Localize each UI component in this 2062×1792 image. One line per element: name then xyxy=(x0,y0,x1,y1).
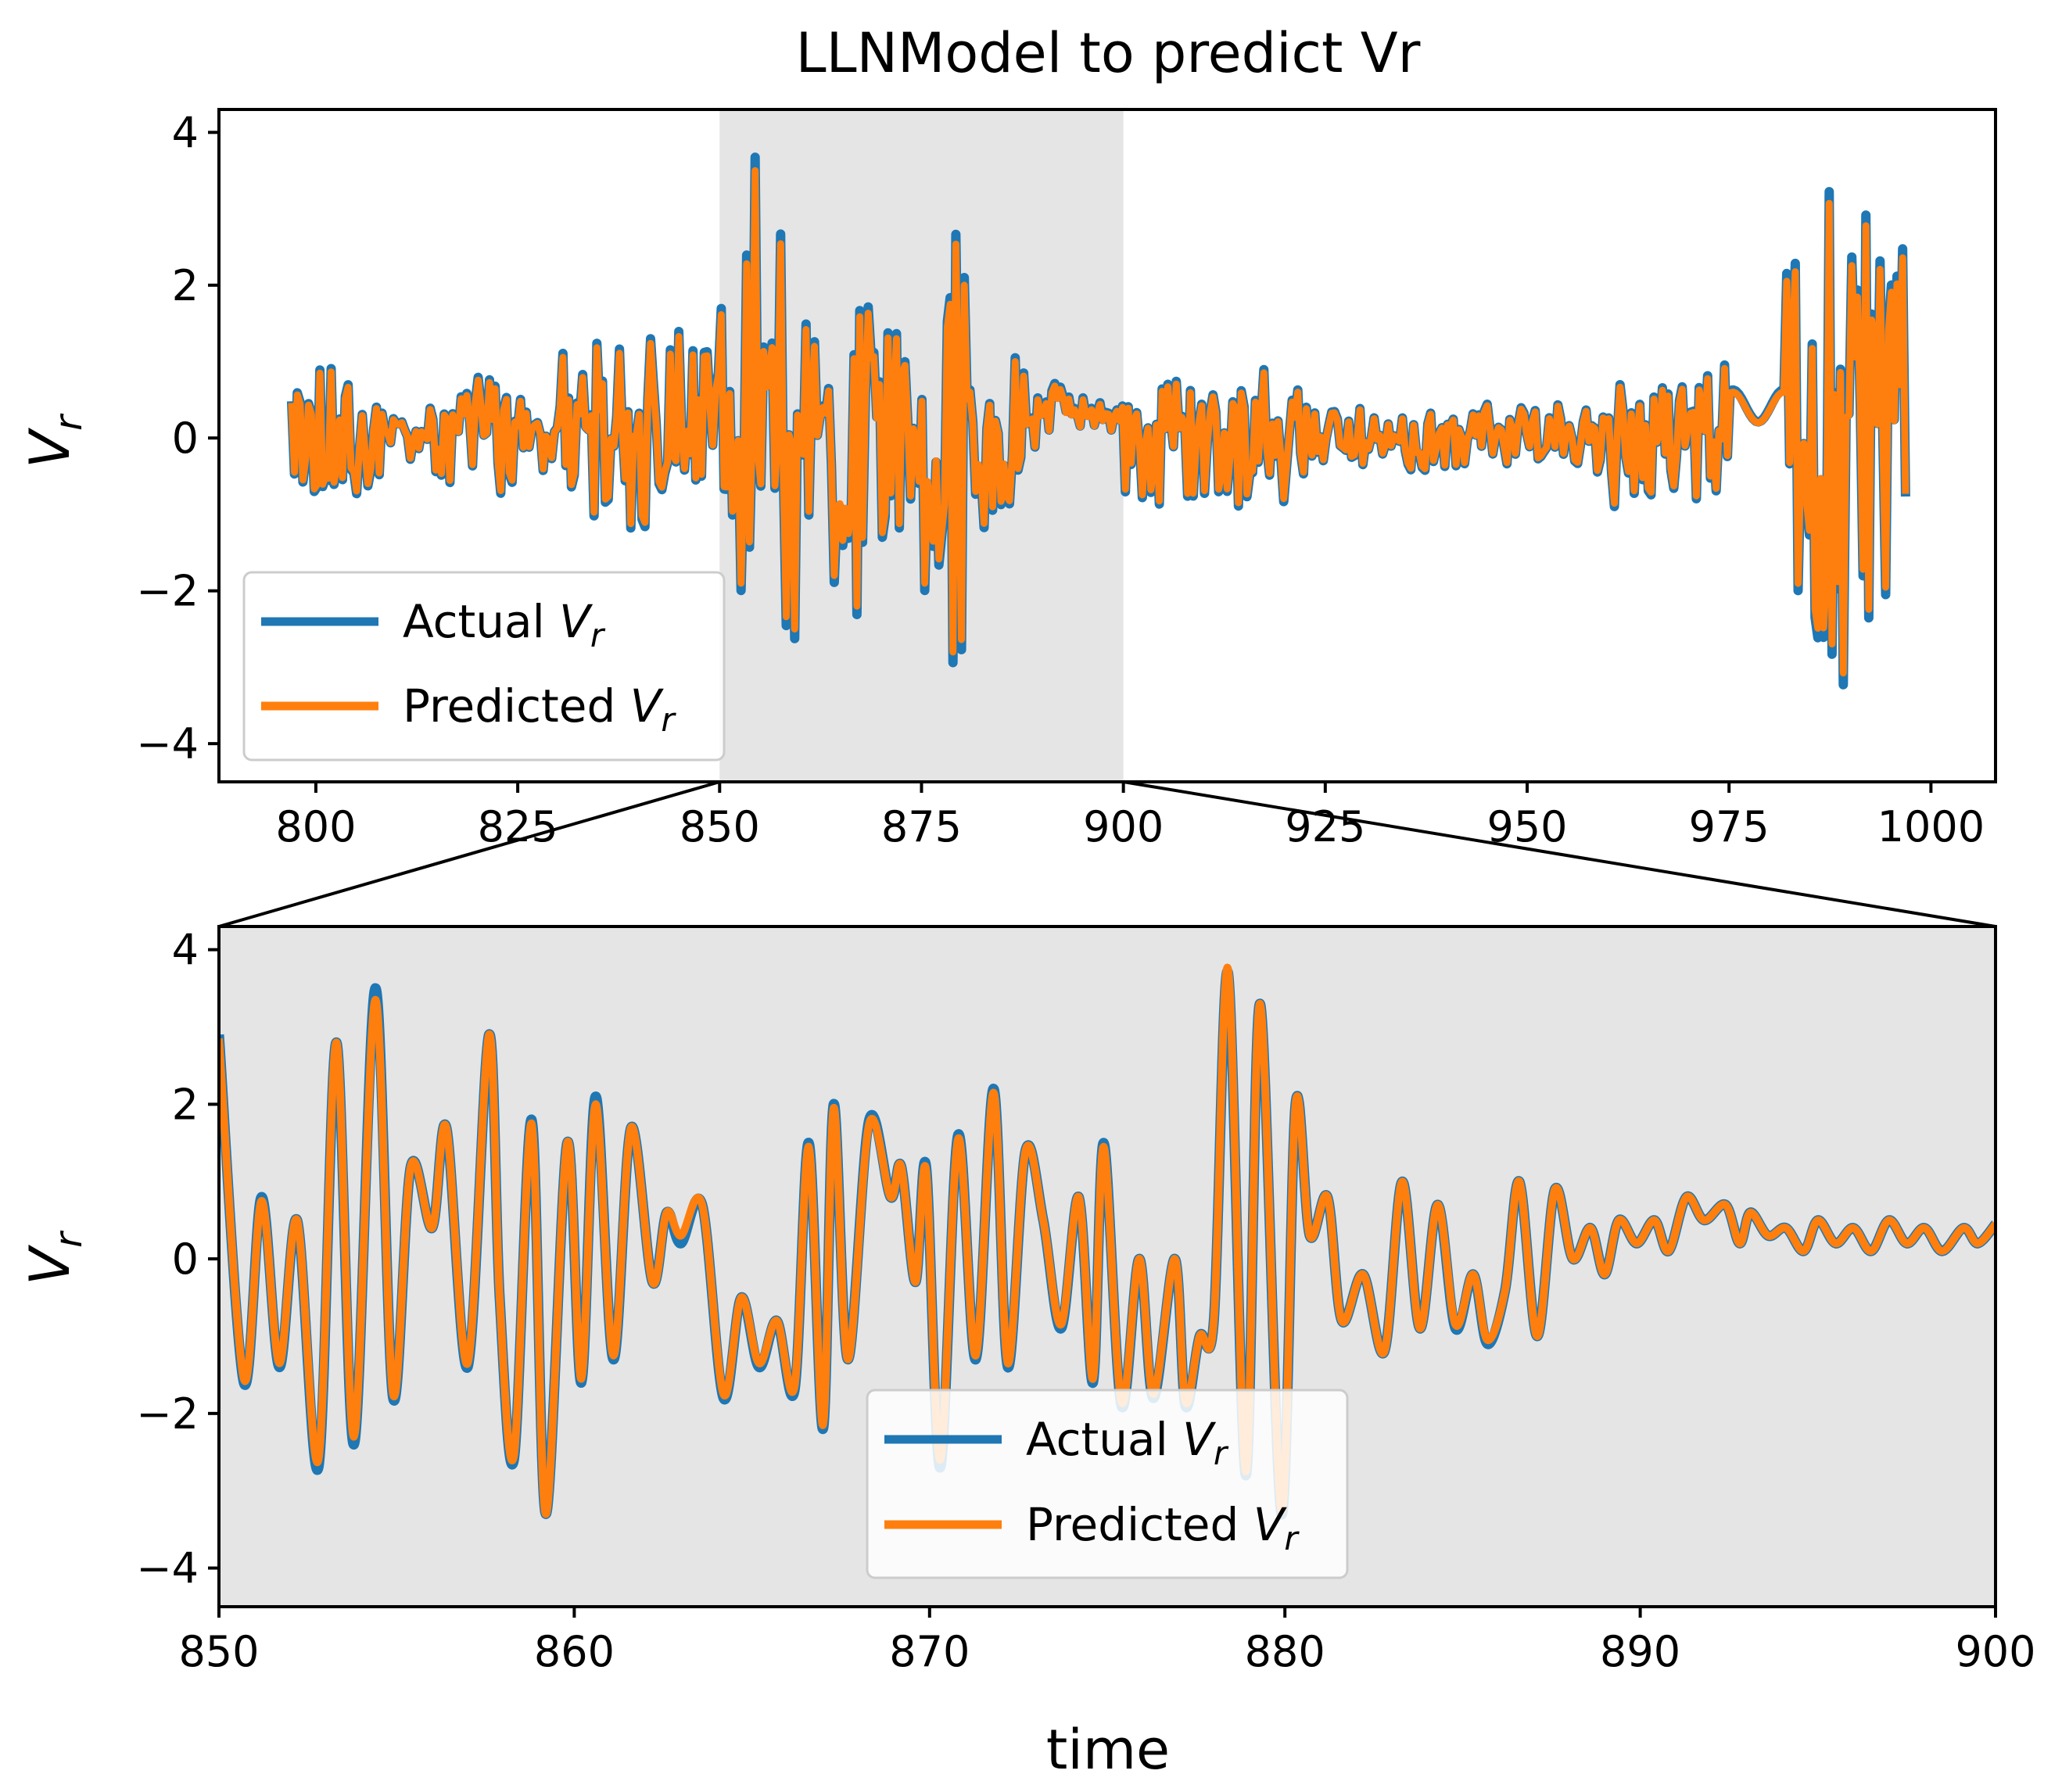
top-y-ticks: −4 −2 0 2 4 xyxy=(136,108,219,769)
top-x-tick-label: 875 xyxy=(881,802,962,851)
zoom-connector-right xyxy=(1123,780,1996,928)
top-y-tick-label: 0 xyxy=(172,414,199,463)
top-axes-frame xyxy=(217,108,1997,783)
top-x-tick-label: 825 xyxy=(478,802,558,851)
chart-title: LLNModel to predict Vr xyxy=(796,21,1421,85)
bottom-x-ticks: 850 860 870 880 890 900 xyxy=(178,1607,2036,1676)
top-legend-label-actual: Actual Vr xyxy=(403,595,606,654)
top-x-tick-label: 850 xyxy=(680,802,760,851)
top-legend-label-predicted: Predicted Vr xyxy=(403,679,676,739)
top-y-tick-label: 2 xyxy=(172,261,199,310)
top-y-tick-label: 4 xyxy=(172,108,199,157)
top-series-lines xyxy=(286,152,1910,690)
top-x-tick-label: 800 xyxy=(275,802,356,851)
bottom-y-tick-label: 2 xyxy=(172,1080,199,1129)
bottom-x-tick-label: 890 xyxy=(1600,1627,1680,1676)
bottom-x-tick-label: 880 xyxy=(1245,1627,1325,1676)
top-legend: Actual Vr Predicted Vr xyxy=(242,571,726,762)
zoom-connector-left xyxy=(218,780,720,928)
top-x-tick-label: 1000 xyxy=(1877,802,1985,851)
top-x-tick-label: 975 xyxy=(1689,802,1770,851)
bottom-x-tick-label: 860 xyxy=(534,1627,615,1676)
x-axis-label: time xyxy=(1046,1718,1170,1782)
bottom-y-axis-label: Vr xyxy=(18,1230,91,1285)
bottom-y-tick-label: −4 xyxy=(136,1544,199,1593)
bottom-legend-label-predicted: Predicted Vr xyxy=(1026,1498,1300,1557)
bottom-legend: Actual Vr Predicted Vr xyxy=(866,1389,1349,1579)
top-series-line-predicted xyxy=(288,167,1910,677)
bottom-y-tick-label: −2 xyxy=(136,1389,199,1439)
top-x-ticks: 800 825 850 875 900 925 950 975 1000 xyxy=(275,782,1985,851)
bottom-y-tick-label: 4 xyxy=(172,926,199,975)
top-y-tick-label: −2 xyxy=(136,567,199,616)
bottom-x-tick-label: 850 xyxy=(178,1627,259,1676)
bottom-panel: 850 860 870 880 890 900 −4 −2 0 2 4 Vr time Actua… xyxy=(18,925,2036,1782)
bottom-series-lines xyxy=(219,963,1996,1519)
bottom-x-tick-label: 900 xyxy=(1955,1627,2035,1676)
top-x-tick-label: 900 xyxy=(1083,802,1164,851)
bottom-series-line-predicted xyxy=(219,963,1996,1518)
bottom-x-tick-label: 870 xyxy=(889,1627,970,1676)
top-y-axis-label: Vr xyxy=(18,413,91,468)
bottom-y-ticks: −4 −2 0 2 4 xyxy=(136,926,219,1593)
bottom-y-tick-label: 0 xyxy=(172,1235,199,1284)
top-y-tick-label: −4 xyxy=(136,719,199,769)
bottom-legend-label-actual: Actual Vr xyxy=(1026,1413,1229,1472)
bottom-axes-frame xyxy=(217,925,1997,1608)
